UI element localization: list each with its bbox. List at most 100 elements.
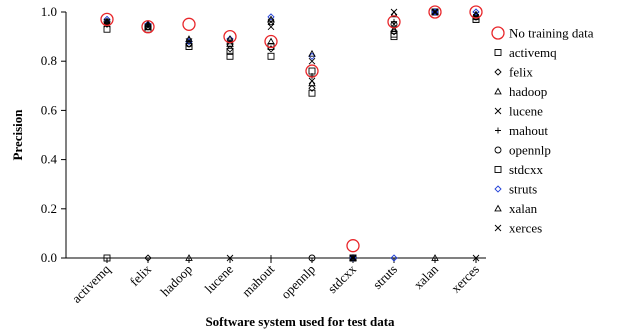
point-felix (144, 254, 152, 262)
legend-label: stdcxx (509, 162, 543, 177)
point-xerces (469, 5, 483, 19)
series-opennlp (103, 8, 480, 262)
point-stdcxx (349, 254, 357, 262)
series-struts (103, 8, 480, 262)
x-tick-label-xerces: xerces (448, 262, 482, 296)
point-opennlp (308, 254, 316, 262)
point-mahout (267, 18, 275, 26)
point-hadoop (185, 42, 193, 50)
point-lucene (226, 47, 234, 55)
point-struts (390, 10, 398, 18)
x-tick-label-felix: felix (127, 261, 155, 289)
legend-marker (494, 224, 502, 232)
series-no-training-data (100, 5, 483, 253)
point-xalan (431, 254, 439, 261)
legend-marker (491, 26, 505, 40)
series-xerces (103, 8, 480, 262)
point-lucene (226, 52, 234, 60)
legend-label: hadoop (509, 84, 547, 99)
point-struts (390, 25, 398, 33)
legend: No training data activemq felix hadoop lucen… (491, 26, 594, 236)
legend-item-stdcxx: stdcxx (494, 162, 543, 177)
point-struts (387, 15, 401, 29)
legend-marker (494, 107, 502, 115)
point-hadoop (182, 17, 196, 31)
axes (65, 12, 486, 259)
legend-label: lucene (509, 104, 543, 119)
y-tick-label: 0.0 (41, 250, 57, 265)
legend-item-lucene: lucene (494, 104, 543, 119)
point-opennlp (308, 67, 316, 75)
point-mahout (267, 23, 275, 31)
point-struts (390, 30, 398, 38)
x-tick-label-struts: struts (370, 262, 401, 293)
point-mahout (267, 37, 275, 45)
point-xalan (428, 5, 442, 19)
point-opennlp (305, 64, 319, 78)
legend-label: mahout (509, 123, 548, 138)
legend-label: activemq (509, 45, 557, 60)
legend-label: xerces (509, 221, 542, 236)
data-points (100, 5, 483, 262)
point-felix (141, 20, 155, 34)
point-opennlp (308, 89, 316, 97)
x-tick-label-lucene: lucene (202, 261, 237, 296)
point-mahout (267, 45, 275, 53)
x-axis-ticks: activemq felix hadoop lucene mahout opennlp st… (69, 258, 482, 306)
point-lucene (226, 254, 234, 262)
x-tick-label-xalan: xalan (411, 261, 442, 292)
point-mahout (267, 52, 275, 60)
series-felix (103, 8, 480, 262)
series-xalan (103, 10, 480, 261)
legend-label: felix (509, 65, 533, 80)
x-tick-label-mahout: mahout (239, 261, 277, 299)
point-lucene (226, 40, 234, 47)
series-hadoop (103, 8, 480, 261)
point-xerces (472, 15, 480, 23)
x-tick-label-activemq: activemq (69, 261, 114, 306)
legend-marker (494, 146, 502, 154)
x-axis-label: Software system used for test data (205, 314, 395, 329)
point-opennlp (308, 79, 316, 87)
point-opennlp (308, 57, 316, 65)
y-tick-label: 1.0 (41, 4, 57, 19)
point-stdcxx (349, 254, 357, 262)
point-struts (390, 8, 398, 16)
point-hadoop (185, 254, 193, 261)
point-stdcxx (349, 254, 357, 261)
legend-label: struts (509, 182, 537, 197)
point-xalan (431, 8, 439, 16)
x-tick-label-stdcxx: stdcxx (325, 261, 360, 296)
x-tick-label-opennlp: opennlp (278, 262, 318, 302)
point-opennlp (308, 49, 316, 57)
legend-marker (494, 49, 502, 56)
point-xerces (472, 254, 480, 262)
point-mahout (264, 34, 278, 49)
legend-marker (494, 166, 502, 173)
legend-label: No training data (509, 26, 594, 41)
legend-label: xalan (509, 201, 538, 216)
legend-marker (494, 185, 502, 193)
series-activemq (103, 8, 480, 262)
point-lucene (226, 45, 234, 53)
legend-item-hadoop: hadoop (494, 84, 547, 99)
point-activemq (103, 17, 111, 25)
x-tick-label-hadoop: hadoop (157, 262, 195, 300)
point-mahout (268, 255, 274, 261)
point-felix (144, 23, 152, 31)
point-activemq (100, 12, 114, 27)
y-tick-label: 0.6 (41, 102, 58, 117)
legend-item-mahout: mahout (495, 123, 548, 138)
point-opennlp (308, 84, 316, 92)
y-axis-ticks: 0.0 0.2 0.4 0.6 0.8 1.0 (41, 4, 66, 265)
legend-marker (494, 68, 502, 76)
y-axis-label: Precision (10, 109, 25, 161)
legend-item-felix: felix (494, 65, 533, 80)
y-tick-label: 0.2 (41, 201, 57, 216)
legend-item-opennlp: opennlp (494, 143, 551, 158)
point-xerces (472, 8, 480, 16)
point-struts (390, 254, 398, 262)
legend-item-xerces: xerces (494, 221, 542, 236)
series-mahout (104, 9, 479, 261)
